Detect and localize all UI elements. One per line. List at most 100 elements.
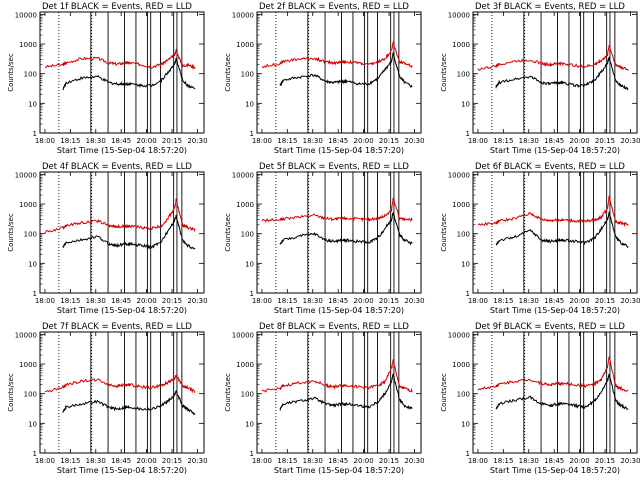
x-tick-label: 18:30: [519, 137, 539, 145]
panel-title: Det 5f BLACK = Events, RED = LLD: [259, 162, 409, 172]
panel-title: Det 3f BLACK = Events, RED = LLD: [475, 2, 625, 12]
y-tick-label: 10000: [232, 331, 254, 339]
y-tick-label: 10: [461, 420, 470, 428]
x-axis-label: Start Time (15-Sep-04 18:57:20): [274, 306, 404, 315]
panel-8: Det 8f BLACK = Events, RED = LLD 1 10 100 10…: [224, 322, 425, 475]
y-tick-label: 1: [466, 290, 470, 298]
x-tick-label: 20:00: [354, 457, 374, 465]
panel-title: Det 2f BLACK = Events, RED = LLD: [259, 2, 409, 12]
panel-3: Det 3f BLACK = Events, RED = LLD 1 10 100 10…: [440, 2, 640, 155]
plot-frame: [39, 11, 205, 134]
x-tick-label: 18:15: [493, 137, 513, 145]
x-axis-label: Start Time (15-Sep-04 18:57:20): [57, 306, 187, 315]
x-axis-label: Start Time (15-Sep-04 18:57:20): [490, 146, 620, 155]
plot-frame: [256, 331, 422, 454]
events-series-line: [279, 373, 413, 412]
x-tick-label: 18:30: [86, 297, 106, 305]
y-axis-label: Counts/sec: [7, 53, 15, 92]
x-axis-label: Start Time (15-Sep-04 18:57:20): [490, 306, 620, 315]
y-tick-label: 10: [245, 100, 254, 108]
panel-9: Det 9f BLACK = Events, RED = LLD 1 10 100 10…: [440, 322, 640, 475]
events-series-line: [62, 389, 196, 416]
x-axis-label: Start Time (15-Sep-04 18:57:20): [490, 466, 620, 475]
y-tick-label: 100: [241, 231, 254, 239]
y-tick-label: 100: [457, 71, 470, 79]
x-tick-label: 18:00: [35, 297, 55, 305]
x-tick-label: 18:00: [468, 457, 488, 465]
x-tick-label: 18:00: [468, 137, 488, 145]
x-tick-label: 20:30: [620, 297, 640, 305]
events-series-line: [279, 52, 413, 88]
y-tick-label: 1: [250, 130, 254, 138]
lld-series-line: [477, 44, 629, 71]
plot-frame: [472, 11, 638, 134]
lld-series-line: [261, 358, 413, 393]
y-tick-label: 1000: [236, 361, 254, 369]
events-series-line: [495, 373, 629, 410]
x-tick-label: 18:45: [111, 297, 131, 305]
x-tick-label: 18:15: [277, 457, 297, 465]
events-series-line: [62, 57, 196, 90]
x-tick-label: 20:15: [162, 297, 182, 305]
x-tick-label: 20:30: [404, 297, 424, 305]
events-series-line: [279, 212, 413, 246]
panel-title: Det 4f BLACK = Events, RED = LLD: [42, 162, 192, 172]
y-tick-label: 1000: [452, 41, 470, 49]
x-tick-label: 20:30: [620, 137, 640, 145]
panel-4: Det 4f BLACK = Events, RED = LLD 1 10 100 10…: [7, 162, 208, 315]
lld-series-line: [261, 41, 413, 69]
y-tick-label: 1: [466, 130, 470, 138]
y-tick-label: 100: [24, 71, 37, 79]
x-tick-label: 20:15: [162, 137, 182, 145]
y-tick-label: 1: [33, 450, 37, 458]
x-tick-label: 18:30: [519, 457, 539, 465]
panel-title: Det 8f BLACK = Events, RED = LLD: [259, 322, 409, 332]
y-tick-label: 10: [461, 100, 470, 108]
y-tick-label: 10000: [448, 331, 470, 339]
x-tick-label: 20:00: [137, 457, 157, 465]
x-tick-label: 18:45: [111, 137, 131, 145]
y-tick-label: 100: [457, 231, 470, 239]
panel-title: Det 6f BLACK = Events, RED = LLD: [475, 162, 625, 172]
x-tick-label: 18:30: [303, 137, 323, 145]
panel-2: Det 2f BLACK = Events, RED = LLD 1 10 100 10…: [224, 2, 425, 155]
x-tick-label: 18:30: [303, 457, 323, 465]
y-tick-label: 100: [241, 71, 254, 79]
lld-series-line: [44, 48, 196, 70]
y-tick-label: 1000: [19, 201, 37, 209]
x-tick-label: 20:30: [620, 457, 640, 465]
y-tick-label: 10: [28, 260, 37, 268]
x-tick-label: 18:00: [35, 457, 55, 465]
y-tick-label: 100: [457, 391, 470, 399]
panel-5: Det 5f BLACK = Events, RED = LLD 1 10 100 10…: [224, 162, 425, 315]
y-tick-label: 1: [466, 450, 470, 458]
y-tick-label: 1000: [19, 41, 37, 49]
events-series-line: [62, 215, 196, 250]
y-tick-label: 1000: [236, 201, 254, 209]
y-tick-label: 10: [245, 260, 254, 268]
x-axis-label: Start Time (15-Sep-04 18:57:20): [57, 466, 187, 475]
x-tick-label: 20:00: [570, 457, 590, 465]
y-tick-label: 1: [250, 290, 254, 298]
y-tick-label: 10: [28, 100, 37, 108]
events-series-line: [495, 211, 629, 249]
y-tick-label: 10000: [448, 11, 470, 19]
x-tick-label: 18:15: [60, 297, 80, 305]
x-tick-label: 20:30: [187, 297, 207, 305]
y-axis-label: Counts/sec: [440, 53, 448, 92]
panel-7: Det 7f BLACK = Events, RED = LLD 1 10 100 10…: [7, 322, 208, 475]
x-tick-label: 20:30: [404, 457, 424, 465]
x-tick-label: 18:30: [86, 137, 106, 145]
y-tick-label: 10000: [15, 171, 37, 179]
x-tick-label: 18:00: [252, 297, 272, 305]
x-tick-label: 18:45: [328, 457, 348, 465]
y-axis-label: Counts/sec: [224, 373, 232, 412]
x-tick-label: 18:00: [252, 457, 272, 465]
y-axis-label: Counts/sec: [224, 213, 232, 252]
x-tick-label: 18:15: [493, 457, 513, 465]
lld-series-line: [261, 198, 413, 223]
x-tick-label: 18:00: [35, 137, 55, 145]
y-tick-label: 1000: [19, 361, 37, 369]
x-tick-label: 20:30: [187, 457, 207, 465]
y-axis-label: Counts/sec: [440, 373, 448, 412]
